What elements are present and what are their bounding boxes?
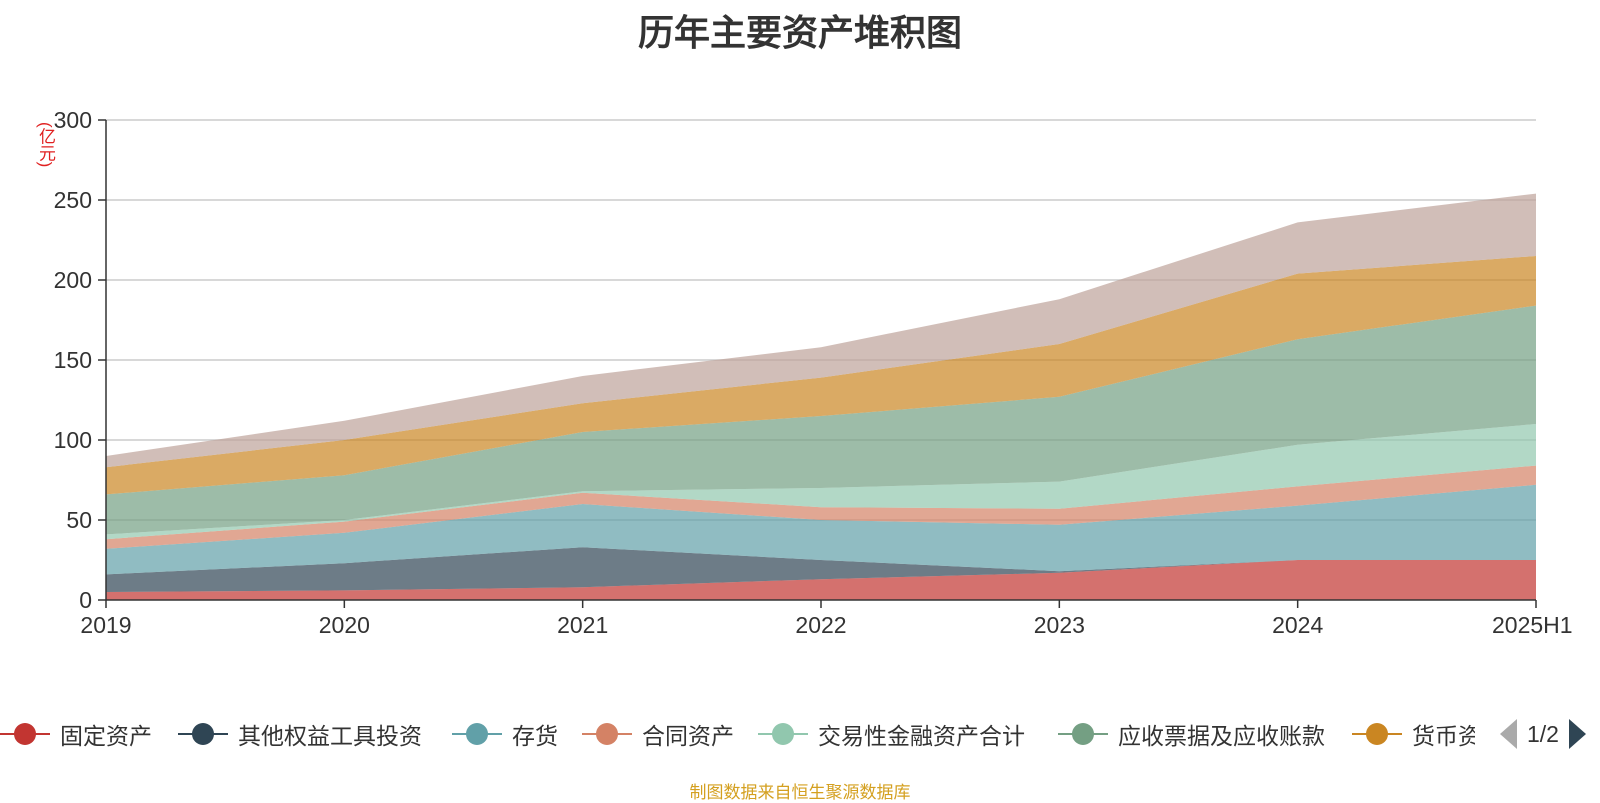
legend-pager: 1/2 — [1500, 717, 1586, 751]
legend-marker-icon — [1058, 714, 1108, 754]
legend-label: 货币资 — [1412, 723, 1475, 749]
x-tick-label: 2023 — [1034, 612, 1085, 638]
area-series — [106, 424, 1536, 540]
x-tick-label: 2024 — [1272, 612, 1323, 638]
legend-marker-icon — [452, 714, 502, 754]
y-axis-unit-label: (亿元) — [36, 122, 55, 168]
x-tick-label: 2022 — [795, 612, 846, 638]
legend-item[interactable]: 交易性金融资产合计 — [758, 714, 1025, 754]
y-tick-label: 150 — [54, 347, 92, 373]
data-source-footer: 制图数据来自恒生聚源数据库 — [689, 783, 911, 802]
y-tick-label: 250 — [54, 187, 92, 213]
legend-marker-icon — [1352, 714, 1402, 754]
x-tick-label: 2021 — [557, 612, 608, 638]
legend-item[interactable]: 固定资产 — [0, 714, 152, 754]
legend-next-page-icon[interactable] — [1568, 719, 1586, 749]
legend-item[interactable]: 合同资产 — [582, 714, 734, 754]
legend-page-indicator: 1/2 — [1527, 720, 1559, 747]
legend-item[interactable]: 存货 — [452, 714, 558, 754]
chart-title: 历年主要资产堆积图 — [637, 12, 962, 53]
legend-prev-page-icon[interactable] — [1500, 719, 1517, 749]
area-chart: 0 50 100 150 200 250 300 2019 2020 2021 2022 2023 20… — [54, 107, 1573, 638]
y-tick-label: 200 — [54, 267, 92, 293]
legend-marker-icon — [758, 714, 808, 754]
legend-items: 固定资产 其他权益工具投资 存货 合同资产 交易性金融资产合计 应收票据及应收账款 货币资 — [0, 714, 1475, 754]
legend-marker-icon — [178, 714, 228, 754]
area-series — [106, 560, 1536, 600]
legend-item[interactable]: 应收票据及应收账款 — [1058, 714, 1325, 754]
legend-label: 固定资产 — [60, 723, 152, 749]
legend-label: 交易性金融资产合计 — [818, 723, 1025, 749]
legend-label: 存货 — [512, 723, 558, 749]
x-tick-label: 2025H1 — [1492, 612, 1573, 638]
legend-item[interactable]: 货币资 — [1352, 714, 1475, 754]
area-series — [106, 484, 1536, 575]
legend-marker-icon — [0, 714, 50, 754]
area-series — [106, 547, 1536, 592]
legend-marker-icon — [582, 714, 632, 754]
area-series — [106, 305, 1536, 535]
legend: 固定资产 其他权益工具投资 存货 合同资产 交易性金融资产合计 应收票据及应收账款 货币资 — [0, 714, 1600, 754]
legend-label: 应收票据及应收账款 — [1118, 723, 1325, 749]
y-tick-label: 0 — [79, 587, 92, 613]
legend-label: 合同资产 — [642, 723, 734, 749]
y-tick-label: 50 — [66, 507, 92, 533]
area-series — [106, 256, 1536, 495]
x-tick-label: 2020 — [319, 612, 370, 638]
y-tick-label: 300 — [54, 107, 92, 133]
x-tick-label: 2019 — [80, 612, 131, 638]
legend-label: 其他权益工具投资 — [238, 723, 422, 749]
y-tick-label: 100 — [54, 427, 92, 453]
legend-item[interactable]: 其他权益工具投资 — [178, 714, 422, 754]
area-series — [106, 193, 1536, 468]
